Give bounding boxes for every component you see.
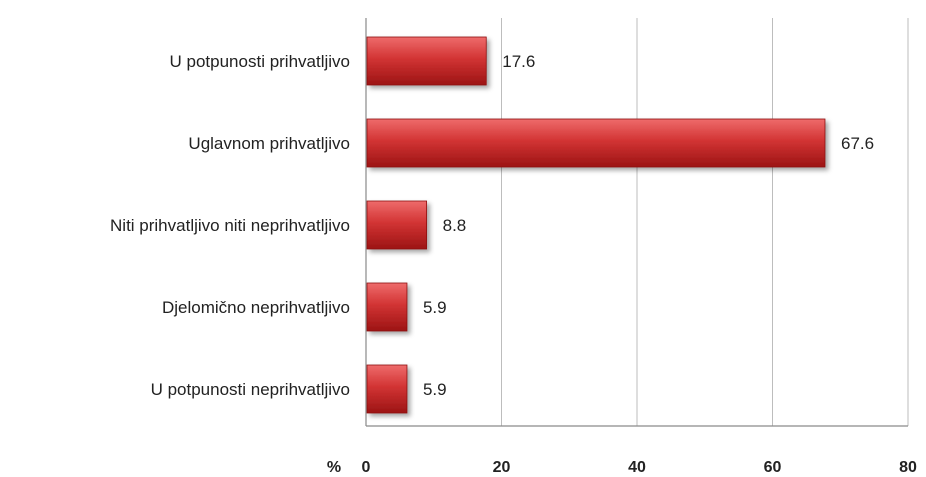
bar <box>366 364 408 414</box>
category-label: Niti prihvatljivo niti neprihvatljivo <box>110 216 350 235</box>
value-labels: 17.6 67.6 8.8 5.9 5.9 <box>423 52 874 399</box>
x-tick-labels: 0 20 40 60 80 <box>362 459 917 476</box>
category-label: Djelomično neprihvatljivo <box>162 298 350 317</box>
category-label: Uglavnom prihvatljivo <box>188 134 350 153</box>
category-label: U potpunosti neprihvatljivo <box>151 380 350 399</box>
bar <box>366 36 487 86</box>
category-label: U potpunosti prihvatljivo <box>170 52 350 71</box>
x-tick-label: 60 <box>764 459 782 476</box>
x-axis-unit-label: % <box>327 459 341 476</box>
x-tick-label: 20 <box>493 459 511 476</box>
data-label: 17.6 <box>502 52 535 71</box>
category-labels: U potpunosti prihvatljivo Uglavnom prihva… <box>110 52 350 399</box>
data-label: 5.9 <box>423 380 447 399</box>
gridlines <box>501 18 909 426</box>
x-tick-label: 0 <box>362 459 371 476</box>
x-tick-label: 40 <box>628 459 646 476</box>
axis-lines <box>365 18 908 427</box>
data-label: 5.9 <box>423 298 447 317</box>
bar <box>366 200 428 250</box>
data-label: 67.6 <box>841 134 874 153</box>
data-label: 8.8 <box>443 216 467 235</box>
bar <box>366 118 826 168</box>
bar <box>366 282 408 332</box>
bars <box>366 36 826 414</box>
x-tick-label: 80 <box>899 459 917 476</box>
